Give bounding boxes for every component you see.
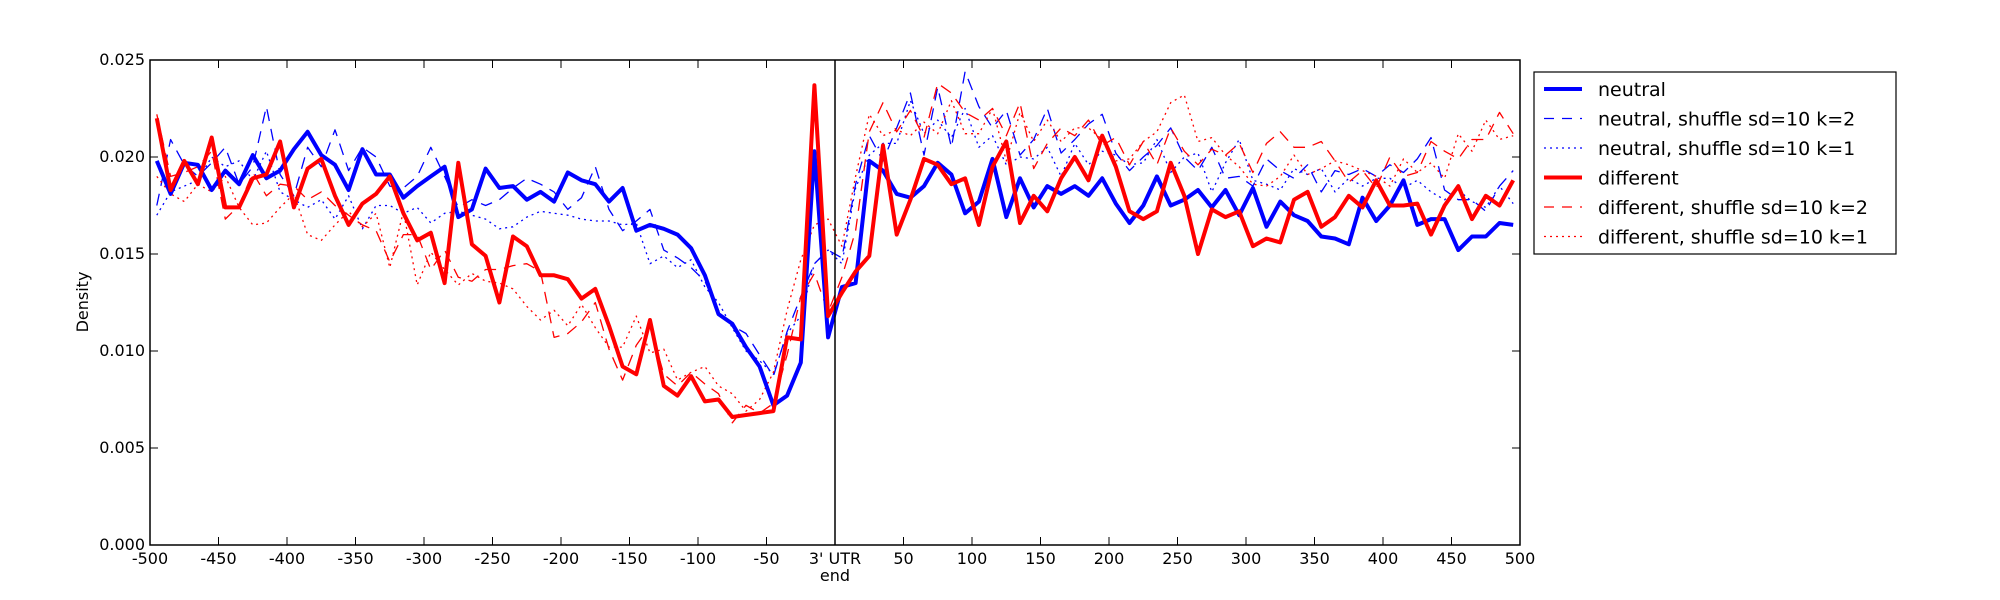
y-axis-label: Density <box>73 272 92 333</box>
y-tick-label: 0.000 <box>99 535 145 554</box>
y-tick-label: 0.010 <box>99 341 145 360</box>
y-tick-label: 0.025 <box>99 50 145 69</box>
legend-label-different-shuffle-sd-10-k-2: different, shuffle sd=10 k=2 <box>1598 197 1868 219</box>
legend-label-neutral-shuffle-sd-10-k-2: neutral, shuffle sd=10 k=2 <box>1598 109 1855 131</box>
legend-label-different-shuffle-sd-10-k-1: different, shuffle sd=10 k=1 <box>1598 227 1868 249</box>
x-tick-label: -500 <box>132 549 168 568</box>
legend-label-different: different <box>1598 168 1679 190</box>
x-tick-label: 450 <box>1436 549 1467 568</box>
x-tick-label: 300 <box>1231 549 1262 568</box>
legend: neutral neutral, shuffle sd=10 k=2 neutral… <box>1533 71 1897 255</box>
series-line-different-shuffle-sd-10-k-1 <box>156 94 1514 412</box>
y-axis: 0.000 0.005 0.010 0.015 0.020 0.025 <box>99 50 1520 554</box>
legend-label-neutral: neutral <box>1598 79 1666 101</box>
x-tick-label: 50 <box>893 549 913 568</box>
x-tick-label: 350 <box>1299 549 1330 568</box>
x-tick-label: -450 <box>200 549 236 568</box>
x-tick-label: -100 <box>680 549 716 568</box>
x-tick-label: 3' UTR end <box>809 549 861 585</box>
y-tick-label: 0.005 <box>99 438 145 457</box>
x-tick-label: 200 <box>1094 549 1125 568</box>
x-tick-label: -200 <box>543 549 579 568</box>
legend-box <box>1533 71 1897 255</box>
x-tick-label: 100 <box>957 549 988 568</box>
y-tick-label: 0.015 <box>99 244 145 263</box>
x-tick-label: -50 <box>753 549 779 568</box>
x-tick-label: -150 <box>611 549 647 568</box>
x-tick-label: 250 <box>1162 549 1193 568</box>
x-tick-label: -350 <box>337 549 373 568</box>
x-tick-label: 500 <box>1505 549 1536 568</box>
y-tick-label: 0.020 <box>99 147 145 166</box>
series-line-different-shuffle-sd-10-k-2 <box>156 82 1514 424</box>
x-tick-label: -300 <box>406 549 442 568</box>
x-tick-label: -400 <box>269 549 305 568</box>
x-axis: -500 -450 -400 -350 -300 -250 -200 -150 -100 -50 3… <box>132 60 1535 585</box>
legend-label-neutral-shuffle-sd-10-k-1: neutral, shuffle sd=10 k=1 <box>1598 138 1855 160</box>
x-tick-label: 400 <box>1368 549 1399 568</box>
x-tick-label: -250 <box>474 549 510 568</box>
x-tick-label: 150 <box>1025 549 1056 568</box>
